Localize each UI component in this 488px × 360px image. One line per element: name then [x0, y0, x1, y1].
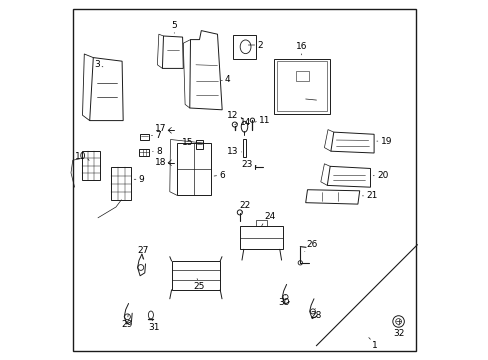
Bar: [295, 71, 308, 81]
Text: 4: 4: [224, 76, 230, 85]
Text: 1: 1: [371, 341, 377, 350]
Bar: [277, 61, 326, 111]
Bar: [140, 134, 148, 140]
Text: 27: 27: [137, 246, 148, 255]
Text: 8: 8: [156, 147, 162, 156]
Bar: [240, 226, 283, 249]
Text: 24: 24: [264, 212, 275, 221]
Text: 31: 31: [148, 323, 159, 332]
Text: 15: 15: [182, 139, 193, 148]
Text: 23: 23: [241, 161, 252, 169]
Text: 19: 19: [380, 136, 391, 145]
Bar: [242, 139, 246, 157]
Text: 18: 18: [155, 158, 166, 167]
Text: 16: 16: [296, 42, 307, 51]
Text: 13: 13: [227, 148, 238, 156]
Text: 26: 26: [306, 240, 317, 249]
Text: 9: 9: [139, 175, 144, 184]
Bar: [256, 220, 266, 226]
Text: 6: 6: [219, 171, 224, 180]
Text: 21: 21: [366, 192, 377, 200]
Text: 17: 17: [155, 124, 166, 133]
Bar: [111, 167, 131, 200]
Text: 2: 2: [257, 40, 263, 49]
Bar: [274, 58, 329, 114]
Bar: [81, 151, 100, 180]
Text: 14: 14: [239, 118, 251, 127]
Bar: [177, 143, 211, 195]
Text: 30: 30: [278, 298, 289, 307]
Text: 3: 3: [94, 60, 100, 69]
Bar: [196, 140, 203, 149]
Bar: [171, 261, 220, 290]
Bar: [232, 35, 256, 59]
Text: 29: 29: [122, 320, 133, 329]
Text: 5: 5: [171, 21, 177, 30]
Text: 12: 12: [227, 111, 238, 120]
Bar: [139, 149, 149, 156]
Text: 11: 11: [258, 116, 270, 125]
Text: 22: 22: [238, 201, 250, 210]
Text: 20: 20: [376, 171, 387, 180]
Text: 25: 25: [193, 282, 204, 291]
Text: 7: 7: [155, 130, 161, 139]
Text: 10: 10: [75, 152, 86, 161]
Text: 32: 32: [393, 329, 404, 338]
Text: 28: 28: [310, 311, 322, 320]
